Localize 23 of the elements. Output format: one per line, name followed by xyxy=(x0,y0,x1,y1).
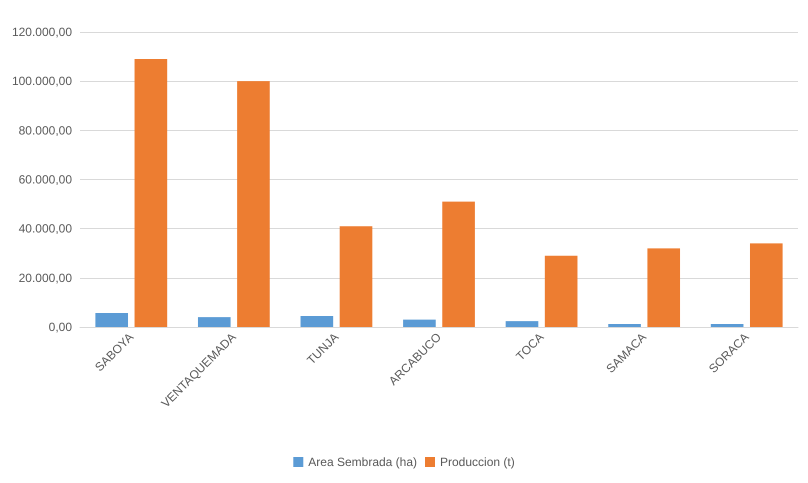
y-tick-label: 0,00 xyxy=(48,320,72,334)
bar xyxy=(608,324,641,327)
bar xyxy=(198,317,231,327)
y-tick-label: 120.000,00 xyxy=(12,25,72,39)
bar xyxy=(442,202,475,327)
bar xyxy=(403,320,436,327)
bar xyxy=(647,248,680,327)
legend-label: Area Sembrada (ha) xyxy=(308,455,418,469)
bar xyxy=(710,324,744,327)
bar xyxy=(750,243,783,327)
bar xyxy=(300,316,334,327)
y-tick-label: 100.000,00 xyxy=(12,74,72,88)
y-tick-label: 20.000,00 xyxy=(18,270,72,285)
bar xyxy=(134,59,168,327)
bar xyxy=(95,312,128,327)
bar xyxy=(506,321,538,327)
y-tick-label: 40.000,00 xyxy=(18,222,72,236)
bar xyxy=(544,256,578,327)
bar xyxy=(237,81,270,327)
y-tick-label: 80.000,00 xyxy=(18,123,72,138)
bar xyxy=(340,226,372,327)
y-tick-label: 60.000,00 xyxy=(18,172,72,186)
legend-label: Produccion (t) xyxy=(440,455,515,469)
